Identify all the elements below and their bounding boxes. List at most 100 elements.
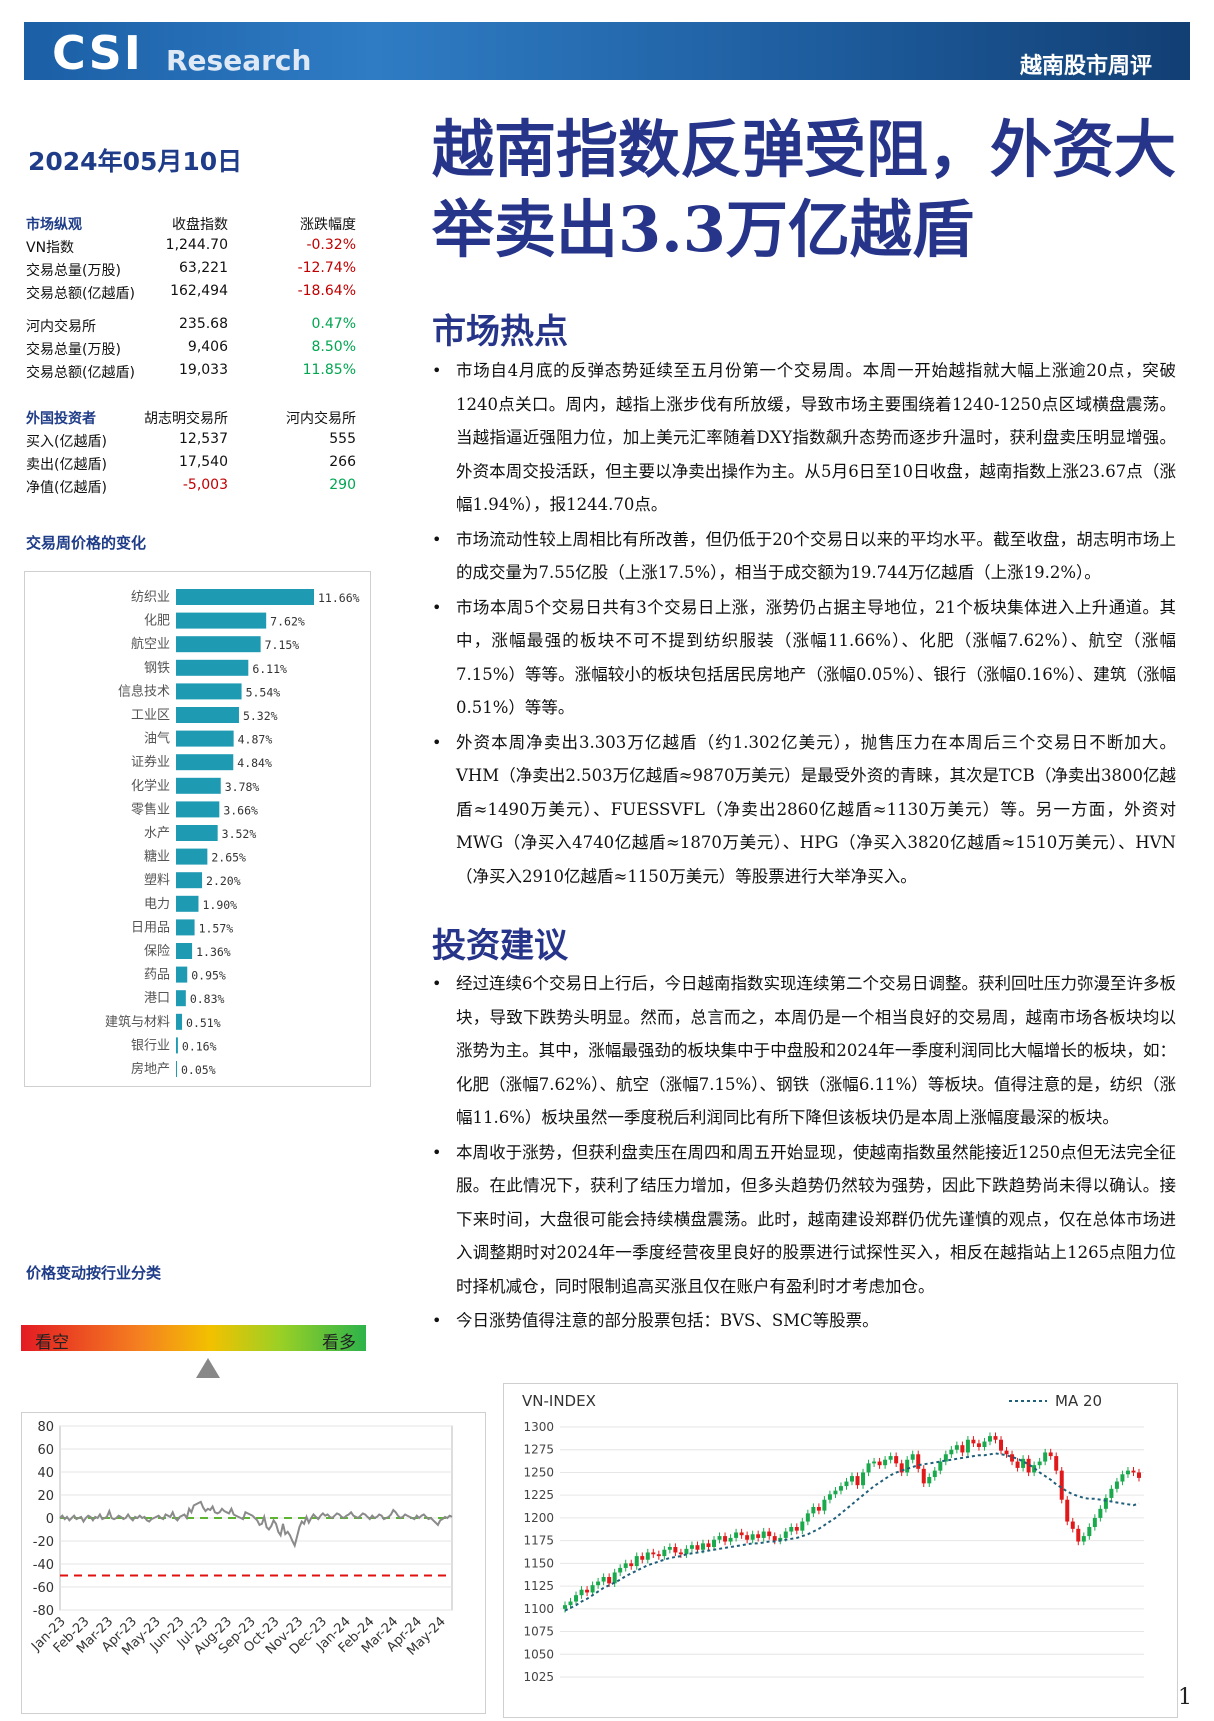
- candle-body: [976, 1443, 981, 1447]
- row-label: 交易总额(亿越盾): [26, 365, 135, 381]
- row-label: 交易总额(亿越盾): [26, 286, 135, 302]
- candle-body: [971, 1439, 976, 1444]
- csi-logo: CSI: [52, 26, 143, 80]
- candle-body: [651, 1552, 656, 1555]
- candle-body: [1054, 1456, 1059, 1471]
- row-change: -18.64%: [297, 283, 356, 299]
- row-change: 8.50%: [311, 339, 356, 355]
- candle-body: [1037, 1461, 1042, 1466]
- candle-body: [568, 1601, 573, 1606]
- bar-mark: [176, 848, 208, 865]
- advice-list: 经过连续6个交易日上行后，今日越南指数实现连续第二个交易日调整。获利回吐压力弥漫…: [432, 967, 1176, 1339]
- candle-body: [1092, 1517, 1097, 1527]
- candle-body: [999, 1439, 1004, 1451]
- row-value: -5,003: [182, 477, 228, 493]
- candle-body: [772, 1536, 777, 1541]
- y-tick-label: -20: [33, 1535, 54, 1550]
- row-value: 235.68: [179, 316, 228, 332]
- candle-body: [838, 1486, 843, 1491]
- bar-category-label: 保险: [144, 944, 170, 959]
- candle-body: [794, 1527, 799, 1531]
- candle-body: [734, 1532, 739, 1538]
- y-tick-label: 80: [37, 1420, 54, 1435]
- row-value: 266: [329, 454, 356, 470]
- candle-body: [822, 1499, 827, 1511]
- bar-mark: [176, 801, 220, 818]
- foreign-row: 净值(亿越盾) -5,003 290: [26, 475, 356, 497]
- bar-category-label: 糖业: [144, 849, 170, 865]
- hose-header: 胡志明交易所: [144, 411, 228, 427]
- candle-body: [883, 1459, 888, 1466]
- candle-body: [960, 1445, 965, 1453]
- industry-line-svg: 806040200-20-40-60-80Jan-23Feb-23Mar-23A…: [28, 1420, 453, 1659]
- candle-body: [954, 1445, 959, 1450]
- bar-value-label: 7.62%: [270, 615, 305, 629]
- bar-value-label: 0.95%: [191, 969, 226, 983]
- row-change: -0.32%: [306, 237, 356, 253]
- candle-body: [695, 1545, 700, 1550]
- bar-value-label: 1.57%: [199, 921, 234, 935]
- hnx-row: 河内交易所 235.68 0.47%: [26, 314, 356, 336]
- bar-value-label: 2.20%: [206, 874, 241, 888]
- candle-body: [739, 1532, 744, 1536]
- bar-value-label: 6.11%: [252, 662, 287, 676]
- sentiment-series-line: [59, 1500, 453, 1549]
- market-header-row: 市场纵观 收盘指数 涨跌幅度: [26, 212, 356, 234]
- candle-body: [811, 1507, 816, 1514]
- gauge-pointer-icon: [196, 1358, 220, 1378]
- bearish-label: 看空: [35, 1333, 69, 1353]
- candle-body: [888, 1456, 893, 1460]
- row-label: 交易总量(万股): [26, 263, 121, 279]
- candle-body: [645, 1552, 650, 1560]
- candle-body: [943, 1454, 948, 1462]
- y-tick-label: 1100: [523, 1602, 554, 1616]
- candle-body: [844, 1481, 849, 1487]
- candle-body: [1076, 1528, 1081, 1542]
- candle-body: [700, 1543, 705, 1550]
- row-value: 1,244.70: [165, 237, 228, 253]
- foreign-header-label: 外国投资者: [26, 411, 96, 427]
- bar-category-label: 房地产: [131, 1061, 170, 1077]
- candle-body: [579, 1589, 584, 1596]
- bar-mark: [176, 919, 195, 936]
- headline: 越南指数反弹受阻，外资大举卖出3.3万亿越盾: [432, 113, 1177, 266]
- bar-category-label: 塑料: [144, 873, 170, 888]
- candle-body: [850, 1476, 854, 1482]
- bar-category-label: 化肥: [144, 614, 170, 629]
- bar-value-label: 7.15%: [265, 638, 300, 652]
- close-header: 收盘指数: [172, 217, 228, 233]
- row-value: 290: [329, 477, 356, 493]
- row-label: 交易总量(万股): [26, 342, 121, 358]
- candle-body: [596, 1581, 601, 1586]
- bar-value-label: 0.51%: [186, 1016, 221, 1030]
- research-logo-text: Research: [166, 44, 312, 77]
- candle-body: [618, 1567, 623, 1573]
- bar-mark: [176, 777, 221, 794]
- bar-value-label: 11.66%: [318, 591, 360, 605]
- row-value: 12,537: [179, 431, 228, 447]
- candle-body: [982, 1441, 987, 1447]
- bar-category-label: 电力: [144, 897, 170, 912]
- row-change: 11.85%: [302, 362, 356, 378]
- advice-title: 投资建议: [432, 926, 568, 966]
- bar-mark: [176, 612, 267, 629]
- candle-body: [656, 1554, 661, 1557]
- candle-body: [927, 1477, 932, 1484]
- hnx-header: 河内交易所: [286, 411, 356, 427]
- bar-category-label: 油气: [144, 731, 170, 747]
- y-tick-label: 1125: [523, 1579, 554, 1593]
- bar-mark: [176, 754, 234, 771]
- candle-body: [623, 1563, 628, 1568]
- report-date: 2024年05月10日: [28, 147, 243, 176]
- industry-chart-title: 价格变动按行业分类: [26, 1264, 162, 1282]
- bar-mark: [176, 1037, 178, 1054]
- row-value: 63,221: [179, 260, 228, 276]
- bar-value-label: 3.52%: [222, 827, 257, 841]
- bar-mark: [176, 990, 186, 1007]
- bar-mark: [176, 825, 218, 841]
- bar-category-label: 港口: [144, 991, 170, 1006]
- bar-value-label: 0.16%: [182, 1039, 217, 1053]
- candle-body: [916, 1454, 921, 1469]
- candle-body: [789, 1527, 794, 1532]
- candle-body: [1131, 1470, 1136, 1473]
